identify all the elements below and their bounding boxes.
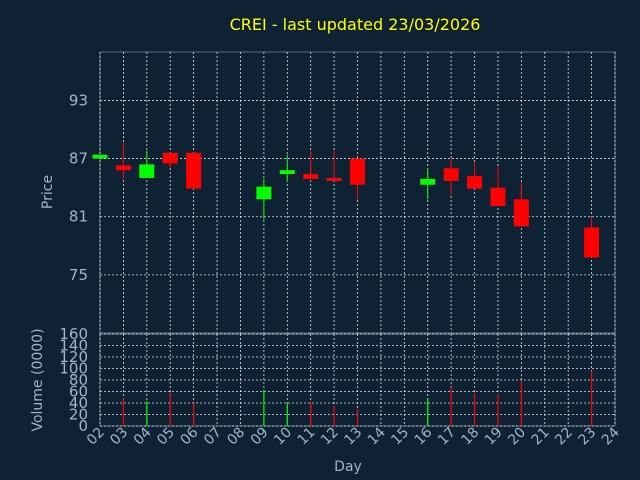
x-tick-label: 16 (412, 424, 436, 448)
volume-tick-label: 120 (59, 348, 88, 366)
candle-body (92, 154, 108, 159)
volume-bar (286, 404, 288, 426)
x-tick-label: 13 (341, 425, 365, 449)
volume-tick-label: 160 (59, 325, 88, 343)
volume-bar (263, 389, 265, 426)
candle-body (467, 176, 483, 189)
x-tick-label: 11 (295, 425, 319, 449)
candle-body (115, 165, 131, 171)
x-tick-label: 24 (599, 424, 623, 448)
price-axis-label: Price (40, 175, 56, 209)
price-y-ticks: 75 81 87 93 (69, 91, 88, 283)
volume-bar (520, 381, 522, 426)
x-axis-label: Day (334, 459, 362, 475)
volume-bar (497, 393, 499, 426)
x-tick-label: 09 (248, 425, 272, 449)
volume-tick-label: 0 (78, 417, 88, 435)
x-tick-label: 14 (365, 424, 389, 448)
volume-bars (122, 371, 593, 426)
candle-body (420, 178, 436, 185)
candle-body (303, 174, 319, 179)
x-tick-label: 17 (435, 425, 459, 449)
price-tick-label: 93 (69, 91, 88, 109)
volume-bar (590, 371, 593, 426)
volume-bar (427, 398, 429, 426)
x-tick-label: 18 (458, 425, 482, 449)
candle-body (162, 152, 178, 164)
volume-bar (193, 403, 195, 426)
x-tick-label: 15 (388, 425, 412, 449)
chart-title: CREI - last updated 23/03/2026 (230, 15, 481, 34)
candle-body (490, 187, 506, 207)
volume-bar (333, 405, 335, 426)
price-tick-label: 87 (69, 150, 88, 168)
candle-body (584, 227, 600, 258)
x-tick-label: 12 (318, 425, 342, 449)
volume-axis-label: Volume (0000) (30, 328, 46, 431)
candle-body (139, 164, 155, 178)
x-tick-label: 05 (154, 425, 178, 449)
x-tick-label: 22 (552, 425, 576, 449)
volume-tick-label: 100 (59, 360, 88, 378)
candles (92, 143, 600, 258)
x-axis-ticks: 02 03 04 05 06 07 08 09 10 11 12 13 14 15 16 17 18 19 20 21… (84, 424, 623, 448)
volume-bar (146, 401, 148, 426)
x-tick-label: 20 (505, 425, 529, 449)
price-panel: 75 81 87 93 Price (40, 51, 616, 334)
volume-bar (169, 392, 171, 426)
volume-tick-label: 140 (59, 337, 88, 355)
candle-body (443, 168, 459, 181)
candle-body (513, 199, 529, 227)
x-tick-label: 04 (131, 424, 155, 448)
volume-bar (310, 401, 312, 426)
candle-body (256, 186, 272, 200)
volume-bar (450, 387, 452, 426)
x-tick-label: 07 (201, 425, 225, 449)
x-tick-label: 03 (107, 425, 131, 449)
volume-bar (473, 393, 476, 426)
candle-body (326, 177, 342, 181)
candle-body (350, 158, 365, 185)
x-tick-label: 19 (482, 425, 506, 449)
x-tick-label: 21 (529, 425, 553, 449)
volume-tick-label: 80 (69, 371, 88, 389)
volume-tick-label: 60 (69, 383, 88, 401)
candle-body (186, 152, 202, 189)
volume-bar (356, 408, 359, 426)
x-tick-label: 23 (575, 425, 599, 449)
x-tick-label: 06 (178, 424, 202, 448)
volume-tick-label: 20 (69, 406, 88, 424)
x-tick-label: 08 (224, 425, 248, 449)
candle-body (279, 170, 295, 175)
price-tick-label: 75 (69, 266, 88, 284)
price-tick-label: 81 (69, 208, 88, 226)
volume-bar (122, 398, 125, 426)
x-tick-label: 10 (271, 425, 295, 449)
volume-tick-label: 40 (69, 394, 88, 412)
